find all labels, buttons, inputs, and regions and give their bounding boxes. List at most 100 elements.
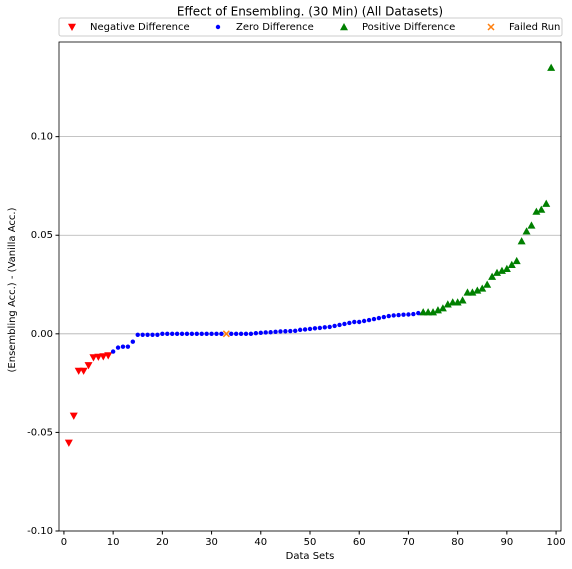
legend-marker bbox=[68, 23, 76, 31]
point bbox=[238, 331, 244, 337]
point bbox=[268, 330, 273, 335]
point bbox=[99, 353, 108, 361]
point bbox=[517, 237, 526, 245]
point bbox=[115, 345, 121, 350]
point bbox=[537, 205, 546, 213]
point bbox=[104, 352, 113, 360]
legend: Negative Difference Zero Difference Positi… bbox=[58, 17, 563, 37]
point bbox=[179, 331, 185, 337]
point bbox=[169, 331, 175, 337]
legend-marker bbox=[215, 24, 221, 30]
point bbox=[342, 321, 347, 327]
point bbox=[527, 221, 536, 229]
point bbox=[165, 331, 170, 337]
point bbox=[386, 313, 391, 319]
point bbox=[184, 331, 190, 337]
point bbox=[547, 63, 556, 71]
point bbox=[194, 331, 200, 337]
point bbox=[322, 325, 327, 330]
point bbox=[532, 207, 541, 215]
chart-title: Effect of Ensembling. (30 Min) (All Data… bbox=[177, 5, 443, 19]
point bbox=[488, 272, 497, 280]
point bbox=[317, 325, 323, 331]
y-tick-label: 0.10 bbox=[31, 132, 53, 143]
y-tick-label: -0.05 bbox=[27, 427, 53, 438]
point bbox=[233, 331, 239, 337]
point bbox=[497, 266, 506, 274]
point bbox=[411, 311, 416, 317]
point bbox=[69, 412, 78, 420]
point bbox=[396, 312, 401, 318]
legend-marker bbox=[487, 23, 495, 31]
point bbox=[130, 339, 136, 344]
point bbox=[174, 331, 180, 337]
y-tick-label: 0.00 bbox=[31, 329, 53, 340]
point bbox=[473, 286, 482, 294]
point bbox=[357, 319, 362, 325]
point bbox=[312, 326, 318, 331]
point bbox=[79, 367, 88, 375]
point bbox=[278, 329, 283, 334]
legend-label: Negative Difference bbox=[90, 22, 190, 33]
point bbox=[542, 199, 551, 207]
point bbox=[219, 331, 224, 337]
point bbox=[150, 332, 155, 338]
point bbox=[135, 332, 140, 338]
point bbox=[89, 354, 98, 362]
point bbox=[371, 316, 377, 322]
point bbox=[453, 298, 462, 306]
x-tick-label: 10 bbox=[107, 537, 120, 548]
point bbox=[302, 327, 308, 332]
x-tick-label: 80 bbox=[451, 537, 464, 548]
point bbox=[391, 313, 396, 318]
point bbox=[381, 314, 387, 320]
point bbox=[502, 264, 511, 272]
point bbox=[522, 227, 531, 235]
y-tick-label: -0.10 bbox=[27, 526, 53, 537]
point bbox=[361, 318, 367, 324]
x-tick-label: 60 bbox=[353, 537, 366, 548]
point bbox=[478, 284, 487, 292]
point bbox=[199, 331, 204, 337]
point bbox=[438, 304, 447, 312]
point bbox=[366, 317, 372, 323]
point bbox=[110, 349, 116, 354]
x-tick-label: 20 bbox=[156, 537, 169, 548]
point bbox=[243, 331, 249, 337]
x-tick-label: 40 bbox=[254, 537, 267, 548]
point bbox=[327, 324, 332, 330]
point bbox=[507, 260, 516, 269]
point bbox=[332, 323, 337, 329]
point bbox=[120, 344, 126, 349]
point bbox=[140, 332, 145, 338]
point bbox=[94, 353, 103, 361]
point bbox=[493, 268, 502, 276]
point bbox=[204, 331, 209, 337]
legend-frame bbox=[58, 17, 563, 37]
point bbox=[125, 344, 131, 349]
point bbox=[416, 310, 421, 316]
x-tick-label: 90 bbox=[500, 537, 513, 548]
point bbox=[258, 330, 263, 336]
point bbox=[222, 330, 230, 338]
point bbox=[401, 312, 406, 317]
point bbox=[458, 296, 467, 304]
legend-label: Failed Run bbox=[509, 22, 560, 33]
y-axis-label: (Ensembling Acc.) - (Vanilla Acc.) bbox=[7, 207, 18, 372]
point bbox=[64, 439, 73, 447]
x-tick-label: 100 bbox=[547, 537, 566, 548]
point bbox=[376, 315, 382, 321]
legend-label: Positive Difference bbox=[362, 22, 455, 33]
legend-label: Zero Difference bbox=[236, 22, 314, 33]
point bbox=[263, 330, 268, 335]
point bbox=[248, 331, 254, 337]
point bbox=[433, 306, 442, 314]
x-tick-label: 0 bbox=[61, 537, 67, 548]
x-tick-label: 30 bbox=[205, 537, 218, 548]
point bbox=[337, 322, 342, 328]
point bbox=[273, 329, 278, 335]
point bbox=[483, 280, 492, 288]
point bbox=[352, 319, 357, 325]
